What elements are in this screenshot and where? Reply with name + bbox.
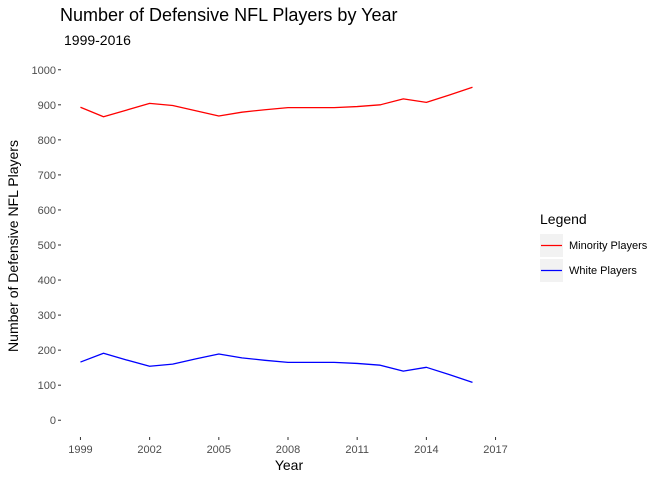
y-tick-label: 600	[38, 205, 56, 217]
series-line-white-players	[80, 352, 473, 383]
legend-label: Minority Players	[569, 240, 648, 252]
y-axis: 0 100 200 300 400 500 600 700 800 900 1000	[32, 65, 61, 427]
y-tick-label: 300	[38, 310, 56, 322]
x-tick-label: 2008	[276, 444, 300, 456]
x-tick-label: 2011	[345, 444, 369, 456]
y-tick-label: 400	[38, 275, 56, 287]
x-tick-label: 2002	[137, 444, 161, 456]
y-tick-label: 900	[38, 100, 56, 112]
y-tick-label: 500	[38, 240, 56, 252]
series-lines	[80, 86, 473, 383]
legend-label: White Players	[569, 265, 637, 277]
chart-subtitle: 1999-2016	[64, 32, 131, 48]
y-tick-label: 200	[38, 345, 56, 357]
series-line-minority-players	[80, 86, 473, 118]
x-axis: 1999 2002 2005 2008 2011 2014 2017	[68, 437, 508, 456]
y-axis-title: Number of Defensive NFL Players	[5, 140, 21, 352]
y-tick-label: 800	[38, 135, 56, 147]
x-tick-label: 2005	[207, 444, 231, 456]
x-tick-label: 2014	[414, 444, 438, 456]
y-tick-label: 100	[38, 380, 56, 392]
legend-entries: Minority Players White Players	[540, 234, 648, 282]
x-axis-title: Year	[275, 457, 304, 473]
y-tick-label: 0	[50, 415, 56, 427]
legend-title: Legend	[540, 211, 587, 227]
chart-title: Number of Defensive NFL Players by Year	[60, 5, 398, 25]
x-tick-label: 2017	[483, 444, 507, 456]
y-tick-label: 700	[38, 170, 56, 182]
y-tick-label: 1000	[32, 65, 56, 77]
legend: Legend Minority Players White Players	[540, 211, 648, 282]
x-tick-label: 1999	[68, 444, 92, 456]
